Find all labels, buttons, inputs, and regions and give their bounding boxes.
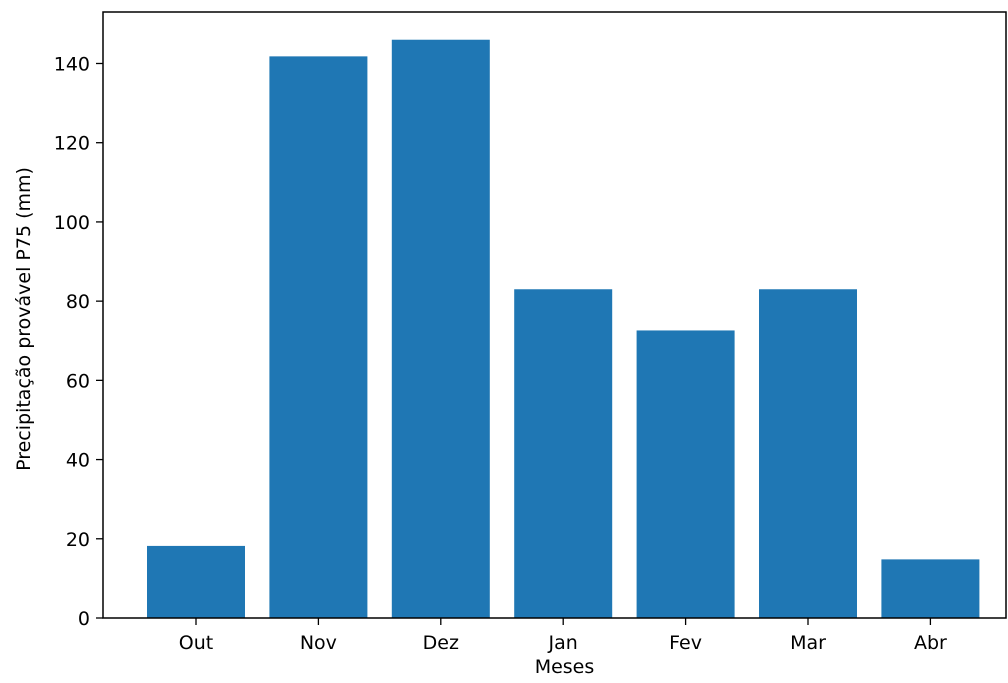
y-tick-label: 0 — [78, 608, 90, 630]
bar-dez — [391, 39, 490, 619]
bar-mar — [759, 289, 857, 618]
bar-nov — [269, 56, 368, 619]
bar-fev — [636, 330, 735, 618]
y-tick-label: 60 — [66, 370, 90, 392]
y-tick-label: 140 — [54, 53, 90, 75]
bars-group — [147, 39, 980, 619]
bar-out — [147, 545, 245, 618]
x-axis-label: Meses — [535, 656, 595, 678]
x-tick-label: Dez — [423, 632, 459, 654]
y-tick-label: 80 — [66, 291, 90, 313]
bar-jan — [514, 289, 613, 618]
y-axis-ticks: 0 20 40 60 80 100 120 140 — [54, 53, 103, 630]
x-tick-label: Fev — [669, 632, 702, 654]
x-tick-label: Abr — [914, 632, 947, 654]
y-tick-label: 100 — [54, 212, 90, 234]
y-tick-label: 20 — [66, 529, 90, 551]
bar-abr — [881, 559, 980, 618]
y-tick-label: 40 — [66, 450, 90, 472]
x-tick-label: Mar — [790, 632, 826, 654]
x-tick-label: Out — [179, 632, 213, 654]
x-axis-ticks: Out Nov Dez Jan Fev Mar Abr — [179, 618, 947, 654]
x-tick-label: Nov — [300, 632, 337, 654]
plot-frame — [102, 11, 1007, 619]
x-tick-label: Jan — [548, 632, 578, 654]
y-tick-label: 120 — [54, 133, 90, 155]
y-axis-label: Precipitação provável P75 (mm) — [13, 167, 35, 471]
